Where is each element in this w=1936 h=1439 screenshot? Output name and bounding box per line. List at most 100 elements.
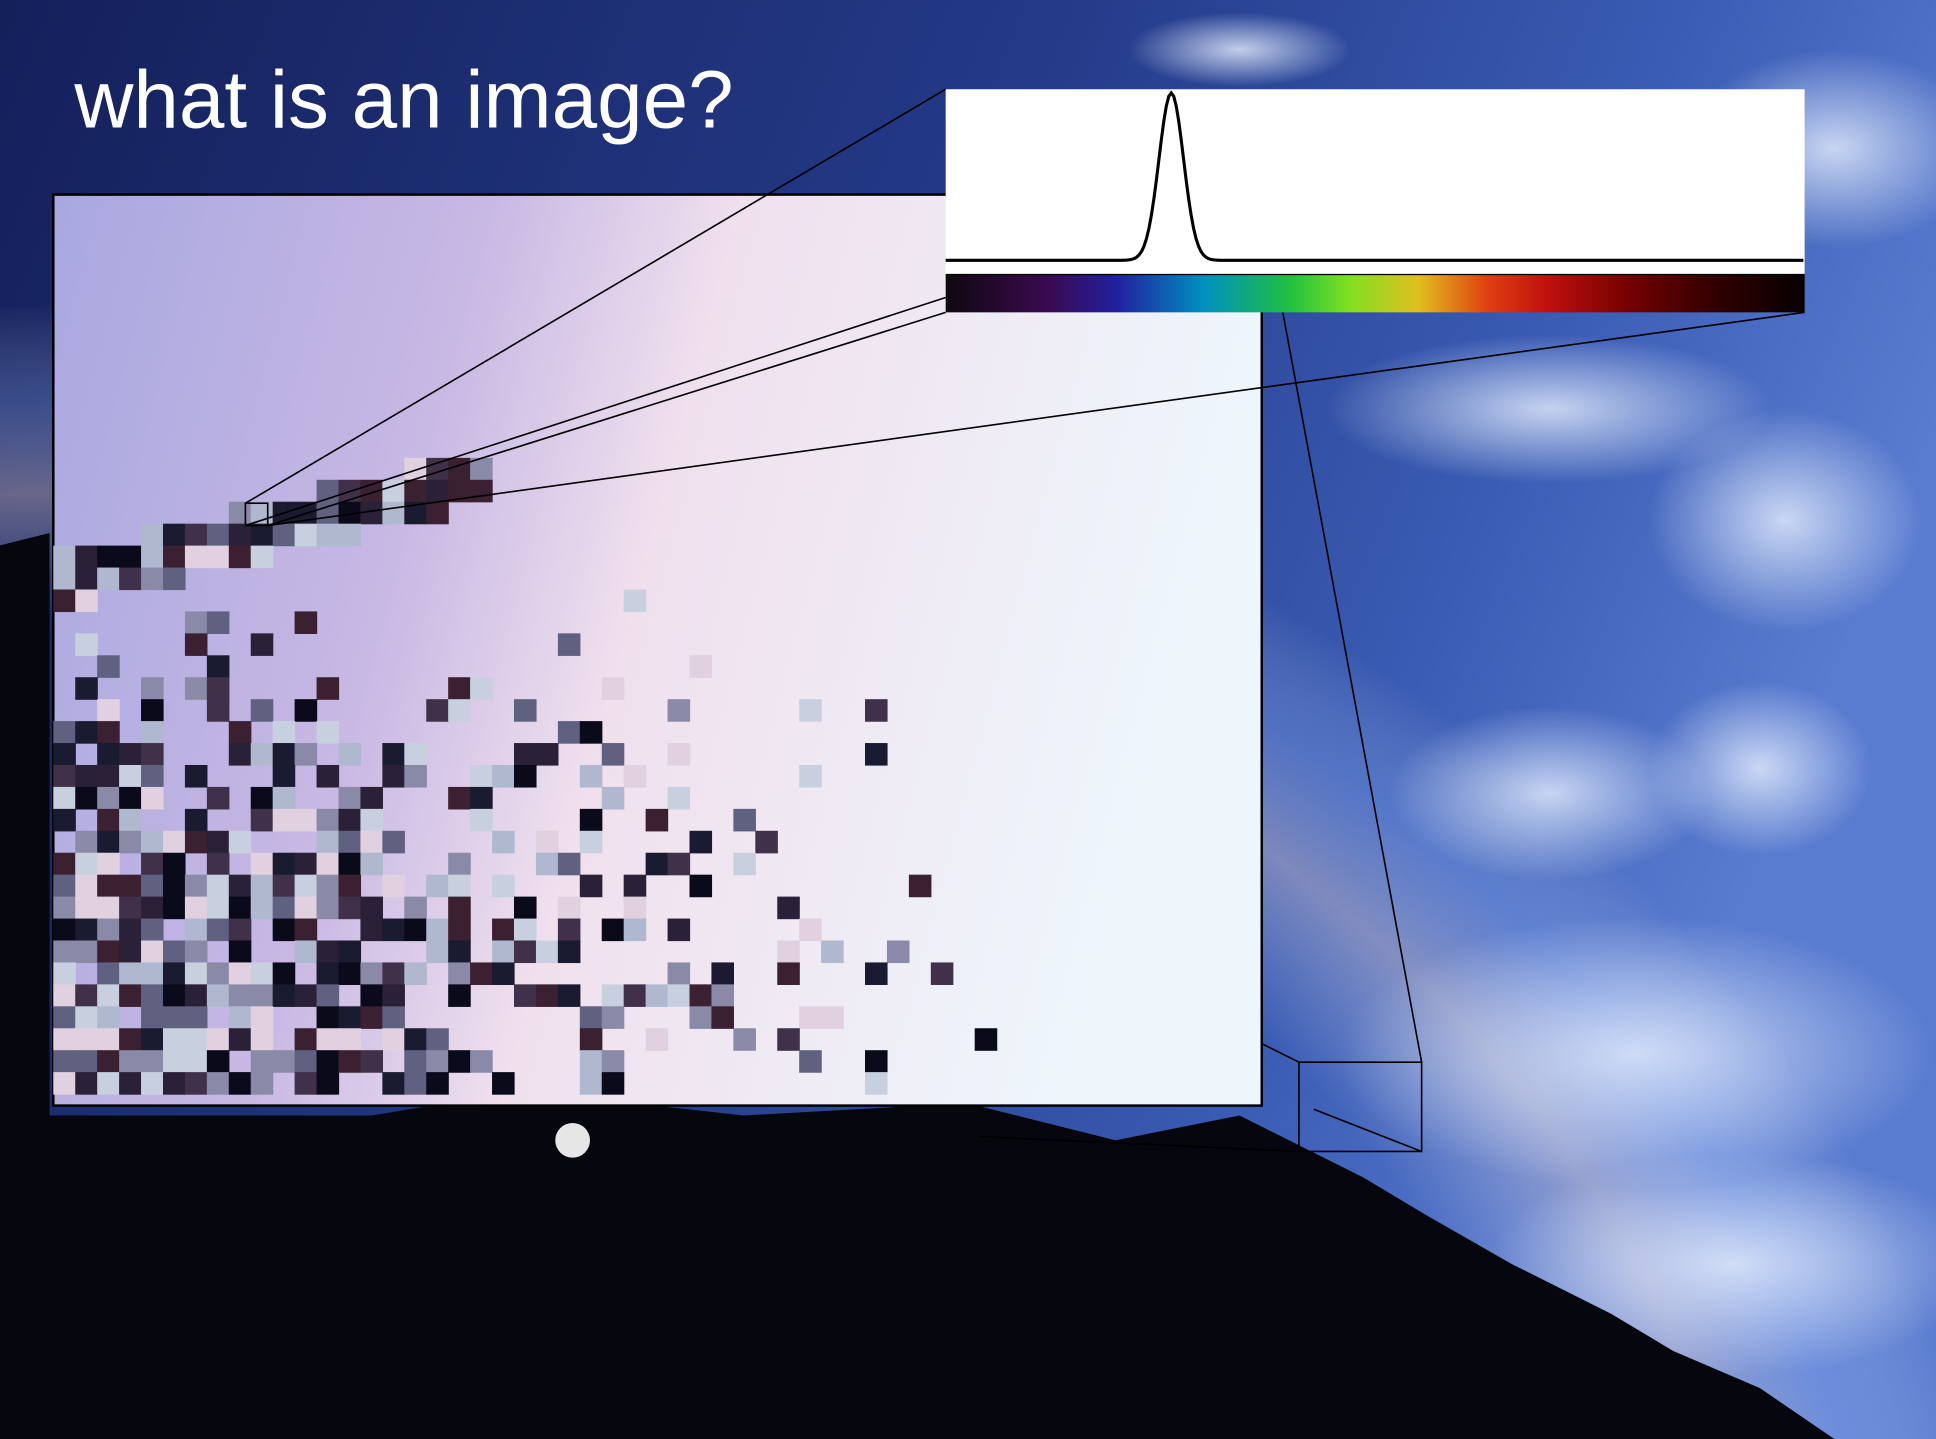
pixel [294,852,318,876]
pixel [294,1072,318,1095]
pixel [316,962,340,985]
pixel [141,1028,164,1051]
pixel [470,479,493,503]
pixel [382,1028,405,1051]
pixel [470,962,493,985]
pixel [535,852,559,876]
pixel [316,808,340,832]
pixel [360,786,383,810]
pixel [535,984,559,1007]
pixel [228,896,252,920]
pixel [645,808,669,832]
pixel [184,962,208,985]
pixel [689,874,713,898]
pixel [711,962,734,985]
pixel [426,874,449,898]
pixel [53,721,76,744]
pixel [382,962,405,985]
pixel [601,1050,625,1073]
pixel [601,677,625,700]
pixel [777,1028,800,1051]
pixel [53,808,76,832]
pixel [97,567,120,591]
pixel [184,523,208,547]
pixel [141,545,164,569]
pixel [360,962,383,985]
pixel [250,699,274,722]
pixel [184,611,208,634]
pixel [448,940,471,964]
pixel [162,852,186,876]
pixel [141,677,164,700]
pixel [162,962,186,985]
pixel [404,764,427,788]
pixel [250,743,274,766]
pixel [470,1050,493,1073]
pixel [294,611,318,634]
pixel [162,1028,186,1051]
pixel [316,501,340,525]
pixel [228,523,252,547]
pixel [97,764,120,788]
pixel [579,721,603,744]
pixel [75,1072,98,1095]
pixel [206,699,230,722]
pixel [97,1006,120,1029]
pixel [184,808,208,832]
pixel [382,479,405,503]
pixel [338,501,362,525]
pixel [294,1050,318,1073]
pixel [119,764,142,788]
pixel [250,852,274,876]
pixel [141,1006,164,1029]
pixel [53,567,76,591]
pixel [228,1028,252,1051]
pixel [53,1050,76,1073]
pixel [228,830,252,854]
pixel [162,940,186,964]
pixel [865,743,888,766]
pixel [272,786,296,810]
pixel [228,1072,252,1095]
pixel [53,545,76,569]
pixel [338,1028,362,1051]
pixel [162,545,186,569]
pixel [75,1028,98,1051]
pixel [119,896,142,920]
pixel [316,721,340,744]
pixel [250,984,274,1007]
pixel [667,984,691,1007]
pixel [97,545,120,569]
pixel [470,764,493,788]
pixel [426,1028,449,1051]
pixel [184,896,208,920]
pixel [821,1006,844,1029]
pixel [206,655,230,678]
pixel [404,1050,427,1073]
pixel [448,918,471,942]
pixel [338,962,362,985]
pixel [382,743,405,766]
pixel [426,699,449,722]
pixel [184,764,208,788]
pixel [294,896,318,920]
pixel [294,1028,318,1051]
pixel [382,1072,405,1095]
pixel [535,940,559,964]
pixel [250,896,274,920]
pixel [272,743,296,766]
pixel [119,918,142,942]
pixel [228,984,252,1007]
pixel [228,721,252,744]
pixel [426,501,449,525]
pixel [448,852,471,876]
pixel [426,1072,449,1095]
pixel [448,984,471,1007]
pixel [141,984,164,1007]
pixel [777,896,800,920]
pixel [316,677,340,700]
pixel [162,830,186,854]
pixel [689,830,713,854]
spectrum-bar [945,275,1805,313]
pixel [316,1050,340,1073]
